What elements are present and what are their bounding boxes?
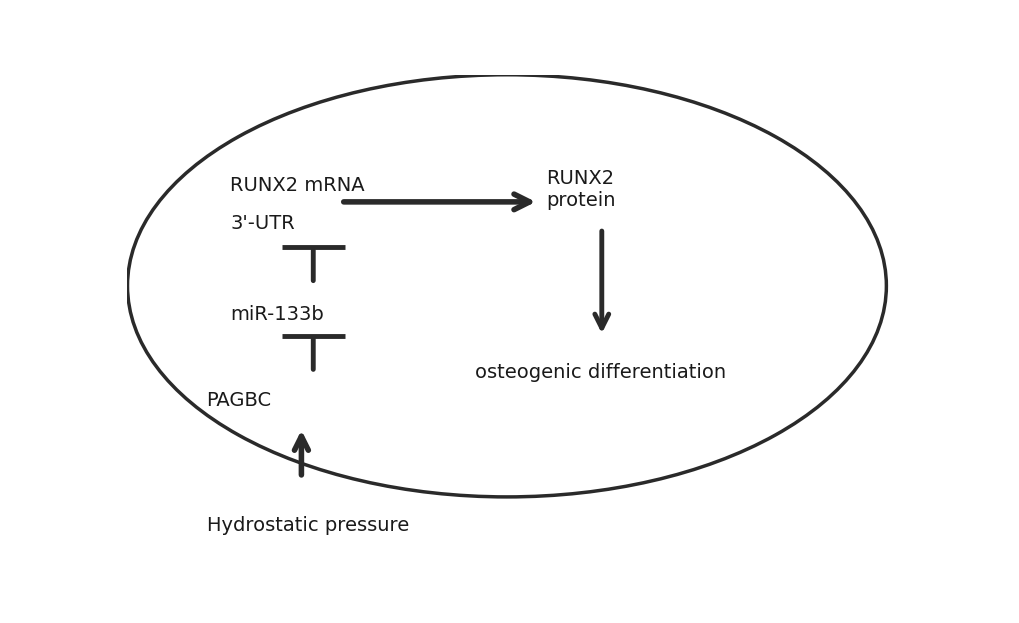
Text: RUNX2
protein: RUNX2 protein [546, 169, 615, 211]
Text: osteogenic differentiation: osteogenic differentiation [475, 363, 726, 382]
Text: 3'-UTR: 3'-UTR [230, 214, 294, 233]
Text: miR-133b: miR-133b [230, 305, 324, 324]
Text: RUNX2 mRNA: RUNX2 mRNA [230, 176, 365, 194]
Text: Hydrostatic pressure: Hydrostatic pressure [206, 516, 409, 535]
Text: PAGBC: PAGBC [206, 391, 271, 411]
